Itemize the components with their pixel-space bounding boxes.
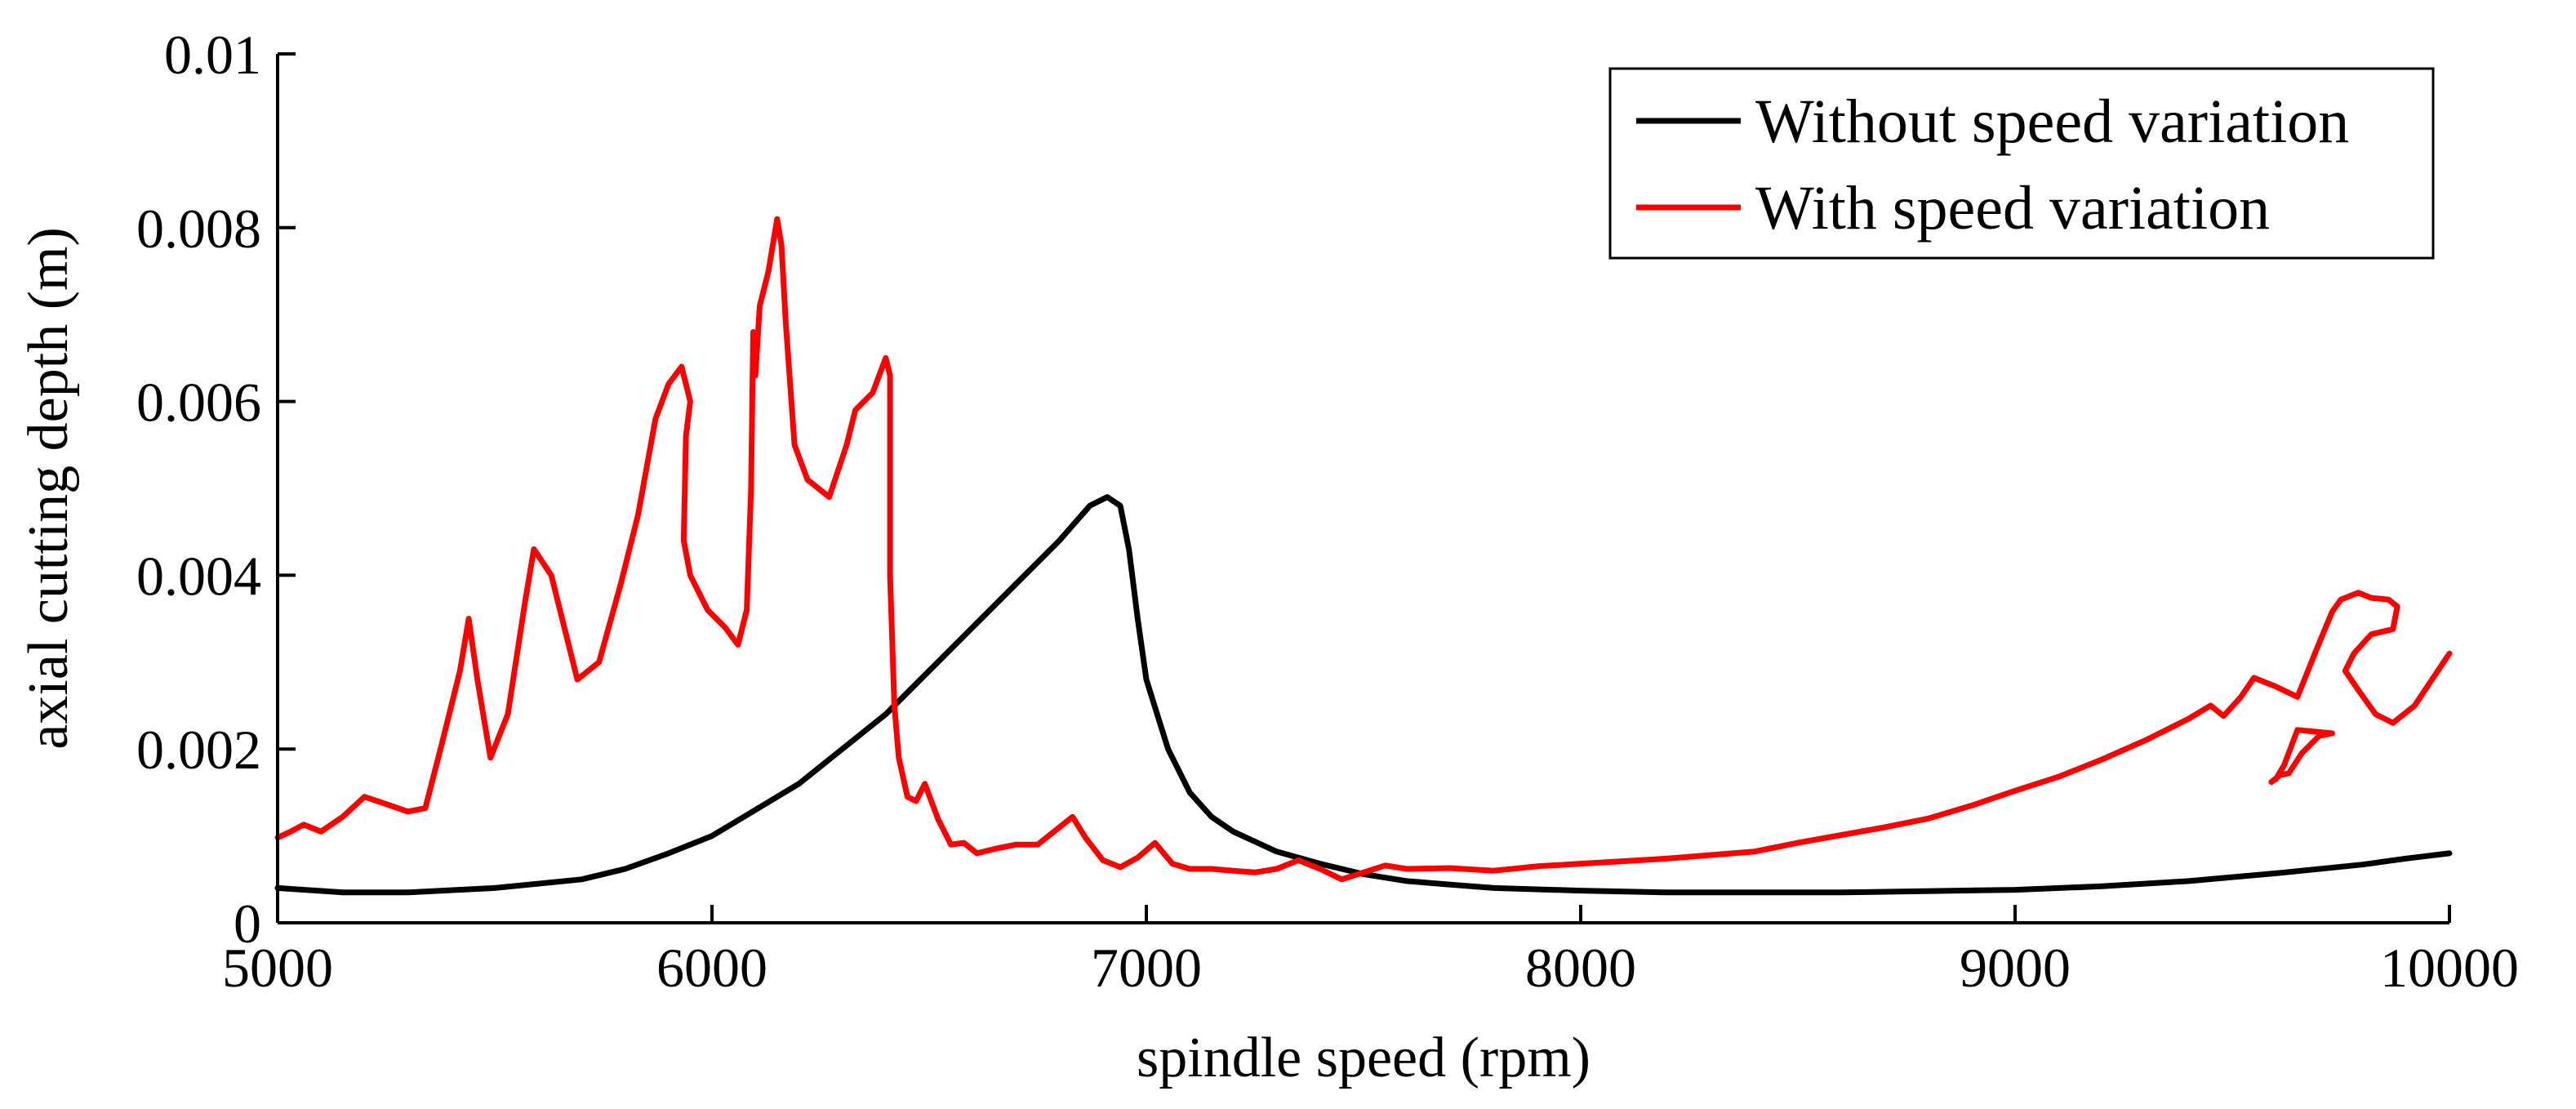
legend-label-with-variation: With speed variation: [1755, 174, 2270, 243]
series-line-with-variation: [274, 216, 2453, 883]
axes-layer: [276, 54, 2449, 924]
x-tick-label: 10000: [2380, 937, 2519, 999]
y-axis-label: axial cutting depth (m): [17, 227, 80, 750]
legend: Without speed variation With speed varia…: [1608, 67, 2435, 260]
x-tick-label: 7000: [1091, 937, 1202, 999]
y-tick-label: 0.01: [164, 24, 261, 86]
x-tick-label: 9000: [1960, 937, 2071, 999]
y-tick-label: 0.006: [136, 372, 261, 434]
legend-label-without-variation: Without speed variation: [1755, 87, 2349, 156]
series-layer: [274, 216, 2453, 896]
series-line-with-variation-loop: [2268, 727, 2335, 786]
series-line-without-variation: [274, 494, 2453, 896]
x-axis-label: spindle speed (rpm): [1137, 1027, 1591, 1089]
y-tick-label: 0.008: [136, 198, 261, 260]
x-tick-label: 5000: [222, 937, 333, 999]
y-tick-label: 0.002: [136, 719, 261, 781]
ticks-layer: 5000 6000 7000 8000 9000 10000 0 0.002 0.004 0.00…: [136, 24, 2519, 999]
y-tick-label: 0.004: [136, 545, 261, 607]
legend-box: [1608, 67, 2435, 260]
y-tick-label: 0: [234, 893, 261, 955]
x-tick-label: 6000: [656, 937, 767, 999]
x-tick-label: 8000: [1525, 937, 1636, 999]
